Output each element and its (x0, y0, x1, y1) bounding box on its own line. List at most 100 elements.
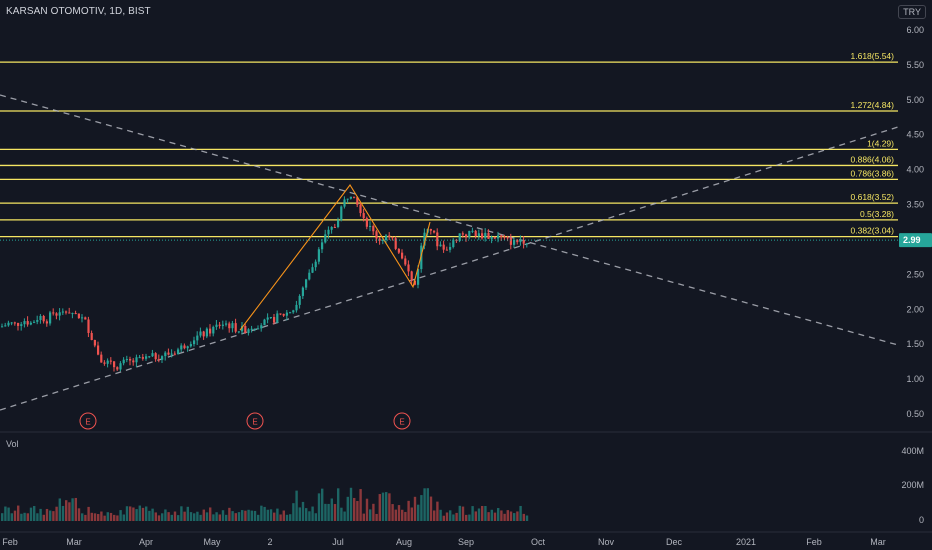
volume-bar (244, 510, 247, 521)
volume-bar (106, 512, 109, 521)
candle-body (353, 196, 356, 198)
volume-bar (7, 507, 10, 521)
candle-body (250, 328, 253, 330)
candle-body (205, 328, 208, 337)
volume-bar (359, 489, 362, 521)
earnings-marker-icon[interactable] (246, 412, 264, 430)
volume-bar (52, 511, 55, 521)
candle-body (285, 312, 288, 316)
candle-body (241, 325, 244, 332)
volume-bar (378, 494, 381, 521)
candle-body (109, 360, 112, 362)
time-axis-tick: Mar (870, 537, 886, 547)
candle-body (314, 261, 317, 268)
candle-body (122, 359, 125, 364)
volume-bar (461, 506, 465, 521)
symbol-title: KARSAN OTOMOTIV, 1D, BIST (6, 6, 151, 17)
candle-body (161, 356, 164, 360)
volume-bar (311, 506, 314, 521)
volume-bar (154, 512, 157, 521)
volume-bar (525, 515, 529, 521)
volume-bar (314, 513, 317, 521)
candle-body (151, 353, 154, 357)
candle-body (474, 230, 477, 236)
candle-body (525, 243, 528, 245)
volume-bar (445, 512, 449, 521)
volume-bar (10, 513, 13, 521)
candle-body (407, 264, 410, 272)
candle-body (522, 240, 525, 244)
earnings-marker-icon[interactable] (393, 412, 411, 430)
volume-bar (340, 507, 343, 521)
volume-bar (135, 509, 138, 521)
trendline-ascending[interactable] (0, 126, 899, 411)
price-axis-tick: 1.50 (906, 339, 924, 349)
volume-bar (397, 505, 401, 521)
volume-bar (49, 510, 52, 521)
time-axis-tick: Apr (139, 537, 153, 547)
pattern-drawing[interactable] (239, 184, 431, 331)
volume-bar (260, 505, 263, 521)
volume-bar (13, 510, 17, 521)
volume-bar (372, 503, 375, 521)
volume-bar (231, 511, 234, 521)
candle-body (263, 319, 266, 326)
candle-body (509, 237, 512, 245)
currency-button[interactable]: TRY (898, 5, 926, 19)
candle-body (212, 326, 215, 334)
time-axis-tick: Feb (2, 537, 18, 547)
candle-body (298, 295, 301, 305)
price-axis-tick: 1.00 (906, 374, 924, 384)
volume-bar (410, 507, 413, 521)
price-axis-tick: 6.00 (906, 25, 924, 35)
volume-bar (225, 514, 228, 521)
candle-body (381, 239, 384, 241)
candle-body (333, 227, 336, 229)
volume-bar (26, 513, 29, 521)
candle-body (410, 271, 413, 281)
candle-body (177, 349, 180, 355)
volume-bar (109, 512, 113, 521)
trendline-descending[interactable] (0, 94, 899, 346)
candle-body (397, 248, 400, 253)
candle-body (490, 237, 493, 239)
candle-body (484, 232, 487, 239)
candle-body (349, 196, 352, 199)
time-axis-tick: Feb (806, 537, 822, 547)
candle-body (359, 204, 362, 214)
volume-bar (228, 507, 231, 521)
volume-bar (298, 507, 301, 521)
volume-bar (65, 500, 68, 521)
volume-bar (490, 509, 493, 521)
time-axis-tick: Jul (332, 537, 344, 547)
candle-body (289, 312, 292, 314)
volume-bar (353, 497, 356, 521)
candle-body (433, 230, 436, 233)
volume-bar (346, 496, 349, 521)
price-axis-tick: 2.00 (906, 304, 924, 314)
volume-bar (477, 508, 481, 521)
volume-bar (145, 506, 148, 521)
volume-bar (500, 510, 503, 521)
volume-bar (180, 506, 183, 521)
fib-level-label: 0.886(4.06) (851, 154, 895, 164)
time-axis-tick: Dec (666, 537, 683, 547)
volume-bar (292, 503, 295, 521)
candle-body (365, 218, 368, 227)
candle-body (394, 238, 397, 249)
candle-body (317, 249, 320, 262)
candle-body (199, 331, 202, 336)
earnings-marker-icon[interactable] (79, 412, 97, 430)
candle-body (129, 359, 132, 361)
candle-body (458, 233, 461, 242)
volume-bar (327, 503, 330, 521)
volume-bar (285, 514, 289, 521)
candle-body (301, 287, 304, 296)
volume-bar (148, 510, 151, 521)
candle-body (13, 322, 16, 324)
candle-body (362, 213, 365, 219)
candle-body (346, 198, 349, 200)
volume-bar (295, 490, 298, 521)
volume-bar (282, 510, 285, 521)
